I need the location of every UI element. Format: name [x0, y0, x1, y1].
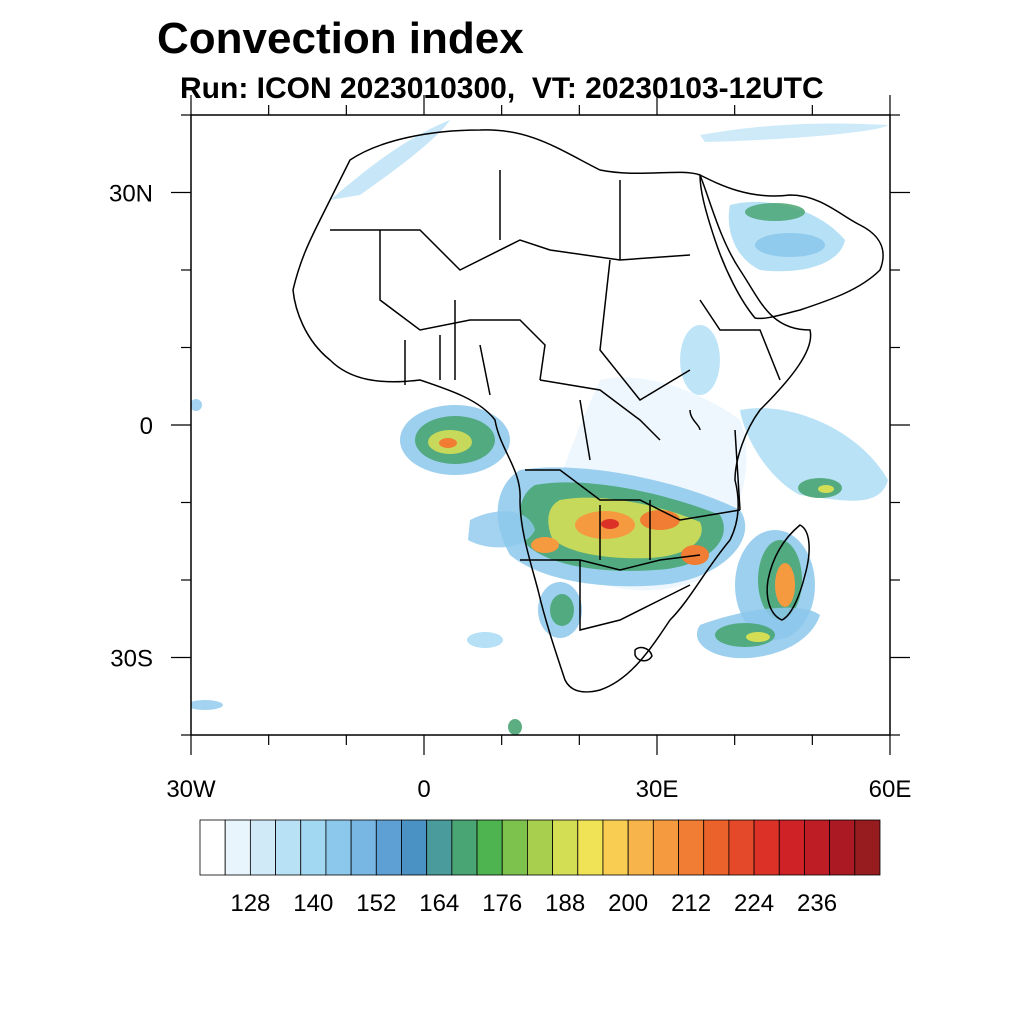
colorbar-swatch — [325, 819, 352, 876]
colorbar-swatch — [275, 819, 302, 876]
colorbar-swatch — [451, 819, 478, 876]
colorbar-swatch — [249, 819, 276, 876]
field-ocean-swirl — [468, 511, 535, 548]
colorbar-swatch — [577, 819, 604, 876]
x-tick-label: 60E — [869, 776, 912, 803]
colorbar-swatch — [527, 819, 553, 876]
field-cluster-eastafrica — [680, 325, 720, 395]
y-tick-label: 30S — [110, 646, 153, 673]
colorbar-swatch — [476, 819, 503, 876]
colorbar-swatch — [426, 819, 453, 876]
field-cluster-indian — [740, 408, 888, 501]
arabia-coastline — [699, 173, 884, 320]
colorbar-label: 176 — [482, 890, 522, 917]
colorbar-label: 188 — [545, 890, 585, 917]
x-tick-label: 30E — [636, 776, 679, 803]
colorbar-swatch — [854, 819, 881, 876]
colorbar-swatch — [350, 819, 377, 876]
colorbar-swatch — [678, 819, 705, 876]
colorbar — [199, 819, 881, 876]
colorbar-label: 152 — [356, 890, 396, 917]
chart-title: Convection index — [157, 14, 524, 63]
colorbar-swatch — [375, 819, 402, 876]
colorbar-swatch — [829, 819, 856, 876]
colorbar-swatch — [552, 819, 579, 876]
colorbar-swatch — [224, 819, 251, 876]
colorbar-swatch — [602, 819, 629, 876]
x-tick-label: 30W — [166, 776, 216, 803]
chart-subtitle: Run: ICON 2023010300, VT: 20230103-12UTC — [180, 72, 824, 105]
y-tick-label: 30N — [109, 181, 153, 208]
field-streak-north — [330, 120, 450, 200]
y-tick-label: 0 — [140, 413, 153, 440]
coastlines — [292, 129, 884, 693]
colorbar-label: 236 — [797, 890, 837, 917]
colorbar-swatch — [501, 819, 528, 876]
colorbar-swatch — [804, 819, 831, 876]
africa-coastline — [292, 129, 812, 693]
colorbar-labels: 128 140 152 164 176 188 200 212 224 236 — [230, 890, 837, 917]
colorbar-swatch — [401, 819, 428, 876]
colorbar-label: 140 — [293, 890, 333, 917]
colorbar-swatch — [778, 819, 805, 876]
colorbar-swatch — [199, 819, 226, 876]
axis-ticks — [171, 95, 910, 755]
convection-field — [191, 120, 888, 735]
colorbar-label: 212 — [671, 890, 711, 917]
colorbar-swatch — [703, 819, 730, 876]
colorbar-swatch — [652, 819, 679, 876]
colorbar-label: 224 — [734, 890, 774, 917]
madagascar-coastline — [766, 524, 810, 621]
colorbar-swatch — [753, 819, 780, 876]
colorbar-swatch — [300, 819, 327, 876]
colorbar-swatch — [728, 819, 755, 876]
colorbar-label: 164 — [419, 890, 459, 917]
colorbar-label: 128 — [230, 890, 270, 917]
colorbar-label: 200 — [608, 890, 648, 917]
x-tick-label: 0 — [417, 776, 430, 803]
colorbar-swatch — [627, 819, 654, 876]
axis-tick-labels: 30W 0 30E 60E 30N 0 30S — [109, 181, 911, 804]
